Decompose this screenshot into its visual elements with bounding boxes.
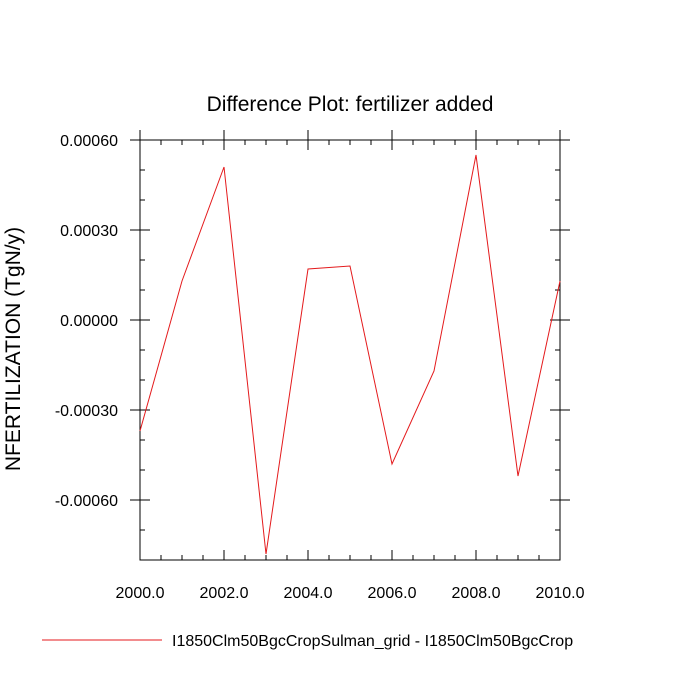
series-line — [139, 154, 561, 555]
x-tick-label: 2002.0 — [200, 585, 249, 602]
y-tick-label: 0.00060 — [60, 133, 118, 150]
y-axis-label: NFERTILIZATION (TgN/y) — [2, 227, 25, 471]
y-tick-label: 0.00000 — [60, 313, 118, 330]
axis-ticks — [130, 130, 570, 561]
x-tick-label: 2010.0 — [536, 585, 585, 602]
plot-frame — [139, 139, 561, 561]
x-tick-label: 2004.0 — [284, 585, 333, 602]
x-tick-label: 2006.0 — [368, 585, 417, 602]
y-tick-label: 0.00030 — [60, 223, 118, 240]
x-tick-label: 2000.0 — [116, 585, 165, 602]
legend: I1850Clm50BgcCropSulman_grid - I1850Clm5… — [42, 633, 573, 650]
chart-title: Difference Plot: fertilizer added — [207, 93, 494, 116]
series-layer — [139, 154, 561, 555]
y-tick-label: -0.00060 — [55, 493, 118, 510]
legend-entry-label: I1850Clm50BgcCropSulman_grid - I1850Clm5… — [172, 633, 573, 650]
y-tick-label: -0.00030 — [55, 403, 118, 420]
x-tick-label: 2008.0 — [452, 585, 501, 602]
tick-labels: 2000.0 2002.0 2004.0 2006.0 2008.0 2010.0 0.00… — [55, 133, 585, 602]
